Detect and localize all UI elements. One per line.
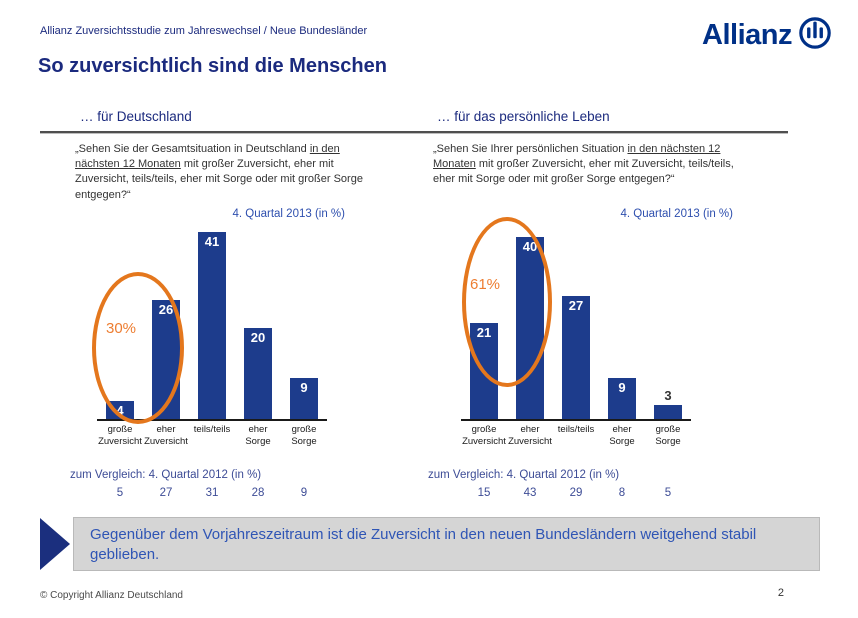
- copyright-text: © Copyright Allianz Deutschland: [40, 590, 183, 601]
- bar-slot: 41: [189, 225, 235, 419]
- column-heading-persoenliches-leben: … für das persönliche Leben: [437, 109, 610, 124]
- slide-subtitle: Allianz Zuversichtsstudie zum Jahreswech…: [40, 25, 368, 37]
- bar-value-label: 9: [300, 380, 308, 395]
- bar-slot: 9: [599, 225, 645, 419]
- comparison-value: 28: [251, 487, 265, 499]
- heading-divider-line: [40, 131, 788, 134]
- bar-slot: 3: [645, 225, 691, 419]
- category-label: eher Zuversicht: [144, 424, 188, 447]
- category-label: große Sorge: [655, 424, 681, 447]
- bar: 41: [198, 232, 226, 419]
- comparison-value: 5: [664, 487, 672, 499]
- bar: 27: [562, 296, 590, 419]
- comparison-label-right: zum Vergleich: 4. Quartal 2012 (in %): [428, 469, 620, 481]
- comparison-value: 43: [523, 487, 537, 499]
- bar: 20: [244, 328, 272, 419]
- annotation-right: 61%: [470, 276, 501, 293]
- bar-value-label: 9: [618, 380, 626, 395]
- category-label: große Zuversicht: [462, 424, 506, 447]
- bar-value-label: 27: [568, 298, 584, 313]
- bar-value-label: 20: [250, 330, 266, 345]
- comparison-value: 5: [116, 487, 124, 499]
- question-text-deutschland: „Sehen Sie der Gesamtsituation in Deutsc…: [75, 142, 373, 203]
- comparison-value: 27: [159, 487, 173, 499]
- highlight-ellipse-right: [462, 217, 552, 387]
- bar: 9: [608, 378, 636, 419]
- allianz-logo: Allianz: [702, 16, 832, 55]
- category-label: große Sorge: [291, 424, 317, 447]
- category-axis: große Zuversicht eher Zuversicht teils/tei…: [97, 424, 327, 448]
- category-label: teils/teils: [557, 424, 595, 435]
- comparison-value: 8: [618, 487, 626, 499]
- question-underlined: in den nächsten 12 Monaten: [75, 143, 340, 171]
- page-number: 2: [777, 587, 784, 599]
- category-label: eher Zuversicht: [508, 424, 552, 447]
- comparison-label-left: zum Vergleich: 4. Quartal 2012 (in %): [70, 469, 262, 481]
- annotation-left: 30%: [106, 320, 137, 337]
- question-suffix: mit großer Zuversicht, eher mit Zuversic…: [433, 158, 734, 186]
- question-suffix: mit großer Zuversicht, eher mit Zuversic…: [75, 158, 363, 201]
- question-text-persoenliches-leben: „Sehen Sie Ihrer persönlichen Situation …: [433, 142, 735, 188]
- bar-slot: 20: [235, 225, 281, 419]
- category-label: eher Sorge: [245, 424, 271, 447]
- chart-subtitle-left: 4. Quartal 2013 (in %): [232, 208, 345, 220]
- column-heading-deutschland: … für Deutschland: [80, 109, 192, 124]
- page-title: So zuversichtlich sind die Menschen: [38, 55, 387, 77]
- bar-value-label: 41: [204, 234, 220, 249]
- comparison-value: 15: [477, 487, 491, 499]
- comparison-value: 29: [569, 487, 583, 499]
- comparison-value: 31: [205, 487, 219, 499]
- bar: [654, 405, 682, 419]
- category-axis: große Zuversicht eher Zuversicht teils/tei…: [461, 424, 691, 448]
- bar: 9: [290, 378, 318, 419]
- comparison-value: 9: [300, 487, 308, 499]
- question-underlined: in den nächsten 12 Monaten: [433, 143, 721, 171]
- category-label: große Zuversicht: [98, 424, 142, 447]
- comparison-values-right: 15 43 29 8 5: [461, 487, 691, 499]
- question-prefix: „Sehen Sie der Gesamtsituation in Deutsc…: [75, 143, 310, 155]
- arrow-right-icon: [40, 518, 70, 570]
- conclusion-banner: Gegenüber dem Vorjahreszeitraum ist die …: [73, 517, 820, 571]
- bar-value-label: 3: [664, 388, 672, 403]
- allianz-eagle-icon: [798, 16, 832, 55]
- allianz-wordmark: Allianz: [702, 19, 792, 51]
- category-label: eher Sorge: [609, 424, 635, 447]
- comparison-values-left: 5 27 31 28 9: [97, 487, 327, 499]
- chart-subtitle-right: 4. Quartal 2013 (in %): [620, 208, 733, 220]
- category-label: teils/teils: [193, 424, 231, 435]
- question-prefix: „Sehen Sie Ihrer persönlichen Situation: [433, 143, 628, 155]
- bar-slot: 9: [281, 225, 327, 419]
- bar-slot: 27: [553, 225, 599, 419]
- highlight-ellipse-left: [92, 272, 184, 424]
- conclusion-text: Gegenüber dem Vorjahreszeitraum ist die …: [90, 526, 757, 564]
